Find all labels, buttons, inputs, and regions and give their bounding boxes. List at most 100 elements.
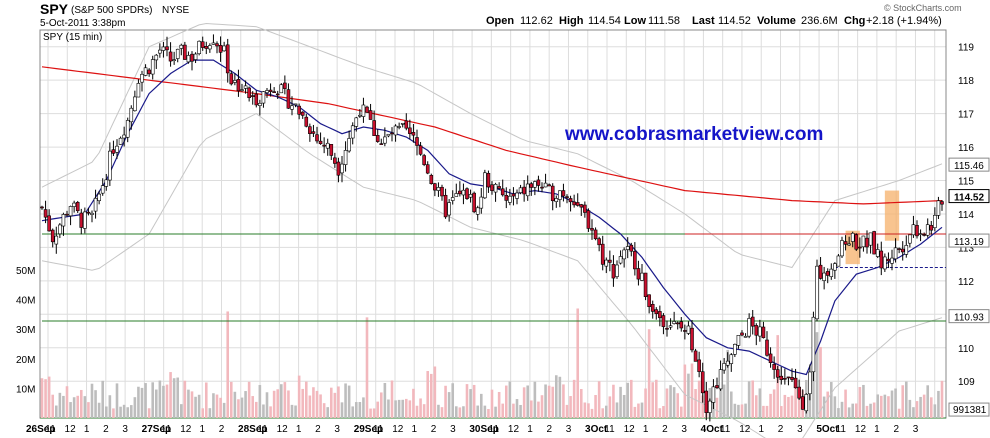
volume-bar (622, 394, 626, 418)
volume-bar (112, 408, 115, 418)
volume-bar (51, 394, 55, 418)
time-tick-label: 3 (566, 424, 572, 435)
volume-bar (440, 407, 444, 418)
candle-up (133, 96, 137, 112)
time-tick-label: 12 (508, 424, 520, 435)
volume-bar (444, 385, 447, 418)
volume-bar (140, 387, 144, 418)
volume-bar (308, 395, 312, 418)
candle-up (811, 316, 816, 373)
time-tick-label: 2 (662, 424, 668, 435)
volume-bar (672, 387, 676, 418)
time-tick-label: 11 (604, 424, 615, 435)
volume-bar (665, 388, 669, 418)
candle-down (490, 184, 494, 191)
volume-bar (358, 402, 362, 418)
time-tick-label: 1 (84, 424, 90, 435)
candle-down (597, 238, 601, 246)
candle-up (890, 257, 894, 264)
time-tick-label: 12 (392, 424, 404, 435)
time-tick-label: 1 (296, 424, 302, 435)
low-value: 111.58 (648, 15, 680, 27)
candle-down (411, 132, 416, 136)
volume-bar (937, 390, 940, 418)
volume-bar (608, 396, 612, 418)
price-tick-label: 118 (958, 76, 974, 87)
volume-bar (294, 405, 297, 418)
volume-bar (176, 377, 180, 418)
candle-down (783, 377, 787, 380)
candle-down (86, 211, 91, 214)
volume-bar (158, 380, 162, 418)
volume-bar (90, 383, 94, 418)
candle-down (611, 264, 616, 279)
candle-up (186, 55, 191, 63)
candle-up (558, 190, 562, 200)
volume-bar (276, 389, 280, 418)
volume-bar (919, 396, 922, 418)
candle-up (179, 44, 184, 49)
candle-up (508, 195, 512, 203)
volume-bar (790, 395, 794, 418)
volume-bar (419, 398, 422, 418)
time-tick-label: 11 (836, 424, 847, 435)
candle-down (793, 377, 798, 389)
volume-bar (687, 373, 690, 418)
candle-up (515, 192, 519, 199)
volume-bar (319, 394, 322, 418)
volume-bar (183, 380, 187, 418)
volume-bar (654, 379, 658, 418)
time-tick-label: 2 (315, 424, 321, 435)
volume-bar (590, 408, 594, 418)
candle-down (286, 89, 291, 109)
time-tick-label: 12 (624, 424, 636, 435)
price-badge-box (948, 157, 990, 172)
time-tick-label: 12 (180, 424, 192, 435)
candle-up (840, 240, 844, 257)
candle-down (590, 228, 594, 231)
candle-up (386, 133, 391, 137)
volume-bar (779, 406, 783, 418)
volume-bar (429, 373, 433, 418)
candle-up (197, 40, 201, 55)
volume-bar (851, 403, 855, 418)
volume-bar (62, 395, 65, 418)
candle-down (268, 89, 273, 92)
volume-bar (751, 380, 755, 418)
time-tick-label: 2 (778, 424, 784, 435)
candle-up (518, 187, 523, 193)
volume-bar (554, 375, 558, 418)
candle-down (825, 271, 830, 276)
volume-bar (583, 402, 587, 418)
candle-down (697, 359, 701, 372)
volume-bar (251, 396, 255, 418)
candle-up (747, 318, 751, 337)
volume-bar (372, 408, 376, 418)
price-tick-label: 119 (958, 43, 974, 54)
candle-up (83, 211, 87, 229)
candle-down (790, 377, 794, 380)
volume-bar (369, 408, 372, 418)
volume-bar (865, 405, 869, 418)
candle-down (600, 243, 605, 265)
volume-bar (901, 385, 905, 418)
volume-bar (44, 379, 47, 418)
candle-down (379, 143, 384, 145)
volume-bar (479, 393, 483, 418)
candle-up (350, 125, 355, 139)
volume-bar (547, 385, 551, 418)
candle-down (772, 364, 776, 370)
candle-up (618, 256, 623, 264)
volume-bar (812, 369, 815, 418)
volume-bar (690, 363, 694, 418)
candle-down (247, 87, 251, 99)
volume-bar (651, 382, 655, 418)
volume-bar (433, 366, 437, 418)
candle-up (383, 136, 387, 144)
axes: 109110111112113114115116117118119115.461… (16, 43, 990, 435)
volume-bar (883, 394, 887, 418)
volume-bar (265, 392, 269, 418)
candle-down (579, 204, 584, 208)
candle-up (93, 198, 98, 212)
exchange-label: NYSE (162, 5, 190, 16)
